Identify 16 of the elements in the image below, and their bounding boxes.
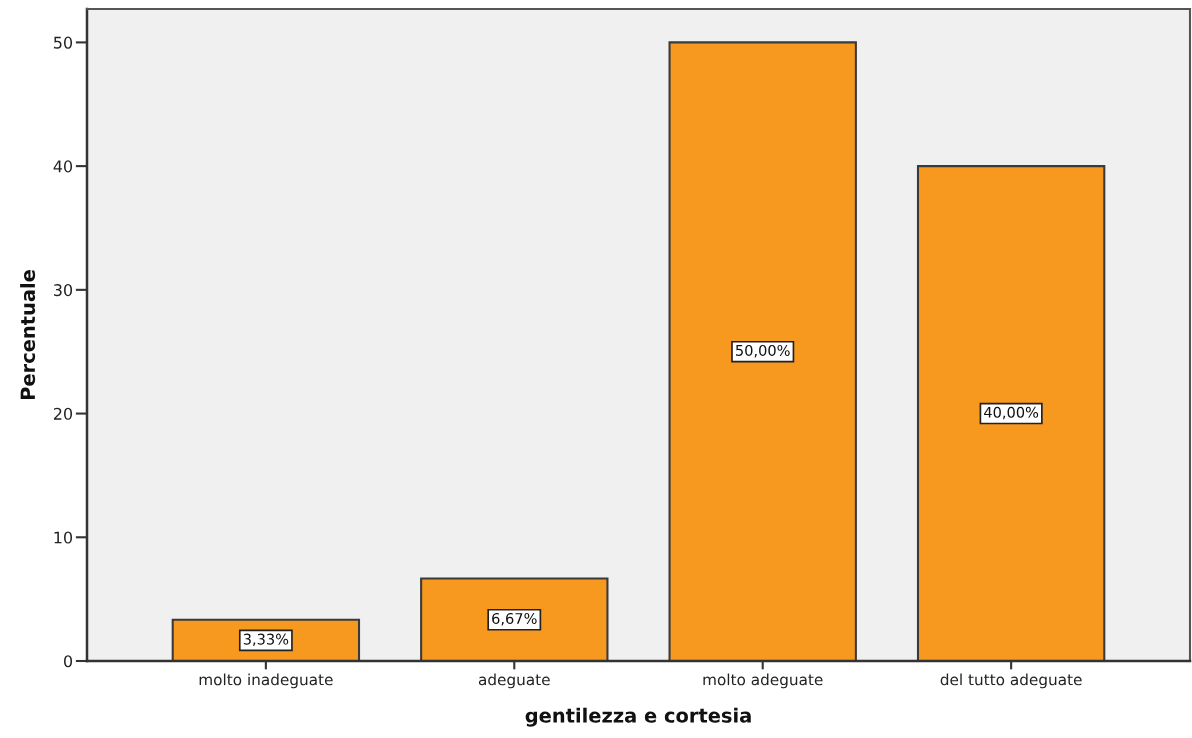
x-axis-title: gentilezza e cortesia <box>525 707 751 727</box>
data-label: 50,00% <box>736 344 790 358</box>
y-tick-label: 50 <box>54 36 73 49</box>
y-tick-label: 0 <box>64 655 73 668</box>
y-tick-label: 20 <box>53 407 73 420</box>
y-axis-title: Percentuale <box>20 270 36 400</box>
data-label: 40,00% <box>984 406 1039 420</box>
y-tick-label: 10 <box>54 531 73 544</box>
y-tick-label: 40 <box>53 160 73 173</box>
x-tick-label: adeguate <box>478 673 550 689</box>
x-tick-label: molto inadeguate <box>199 673 333 689</box>
data-label: 6,67% <box>492 612 537 626</box>
data-label: 3,33% <box>243 633 289 647</box>
x-tick-label: molto adeguate <box>703 673 823 689</box>
y-tick-label: 30 <box>54 284 73 297</box>
x-tick-label: del tutto adeguate <box>940 673 1082 689</box>
